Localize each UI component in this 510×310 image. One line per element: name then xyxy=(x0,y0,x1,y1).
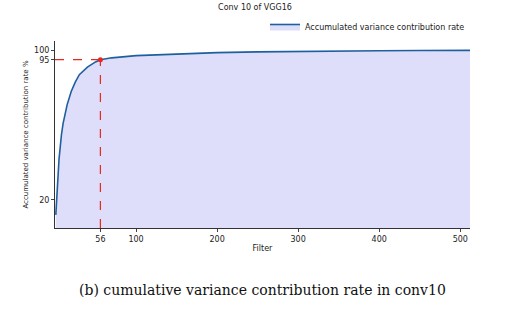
svg-text:56: 56 xyxy=(95,235,105,244)
svg-text:200: 200 xyxy=(209,235,224,244)
svg-text:100: 100 xyxy=(128,235,143,244)
svg-text:100: 100 xyxy=(34,46,49,55)
svg-text:Accumulated variance contribut: Accumulated variance contribution rate xyxy=(305,23,464,32)
svg-text:300: 300 xyxy=(291,235,306,244)
svg-text:Filter: Filter xyxy=(253,244,274,253)
svg-text:Conv 10 of VGG16: Conv 10 of VGG16 xyxy=(218,3,292,12)
svg-text:95: 95 xyxy=(39,56,49,65)
svg-text:20: 20 xyxy=(39,196,49,205)
svg-text:Accumulated variance contribut: Accumulated variance contribution rate % xyxy=(22,60,30,208)
svg-text:(b) cumulative variance contri: (b) cumulative variance contribution rat… xyxy=(79,282,446,298)
svg-text:500: 500 xyxy=(453,235,468,244)
svg-text:400: 400 xyxy=(372,235,387,244)
